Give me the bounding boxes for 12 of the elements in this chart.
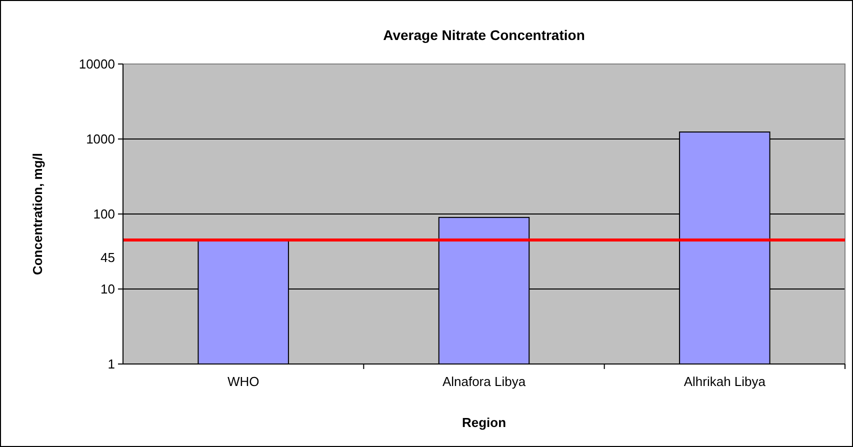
x-tick-label: Alhrikah Libya xyxy=(684,374,766,389)
x-tick-label: Alnafora Libya xyxy=(442,374,526,389)
y-axis-title: Concentration, mg/l xyxy=(30,152,45,276)
y-tick-label: 1000 xyxy=(86,132,115,147)
x-axis-title: Region xyxy=(462,415,506,430)
chart-title: Average Nitrate Concentration xyxy=(383,27,585,43)
y-tick-label: 10 xyxy=(100,282,115,297)
ref-line-label: 45 xyxy=(100,250,115,266)
x-tick-label: WHO xyxy=(227,374,260,389)
y-tick-label: 100 xyxy=(93,206,115,222)
y-tick-label: 10000 xyxy=(78,56,115,72)
y-tick-label: 1 xyxy=(108,356,115,372)
